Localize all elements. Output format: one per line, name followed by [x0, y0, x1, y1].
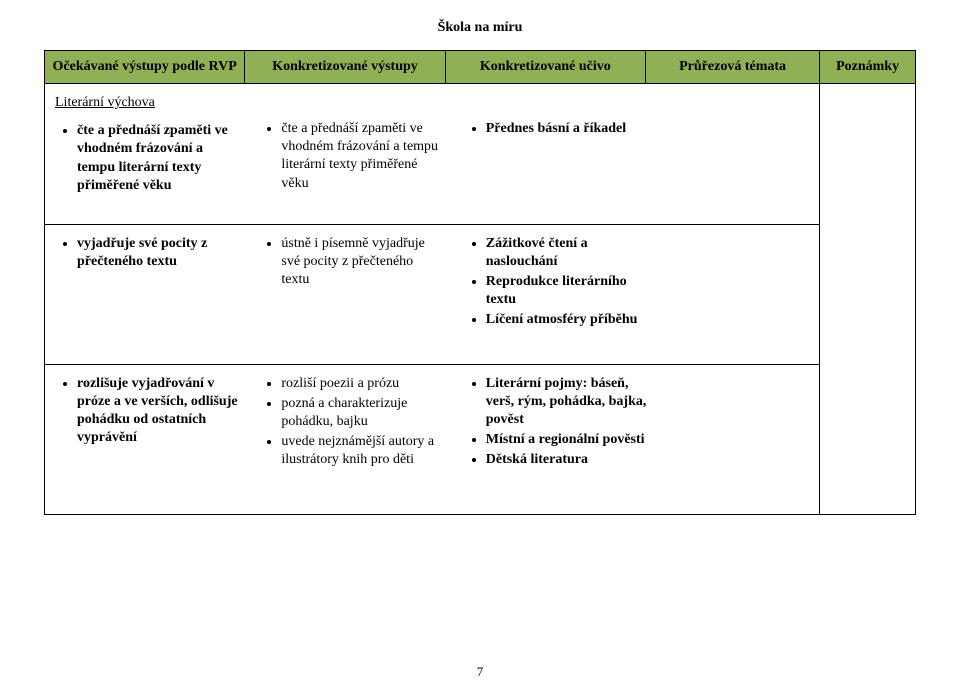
cell-content: Přednes básní a říkadel [454, 84, 658, 224]
cell-expected-output: rozlišuje vyjadřování v próze a ve verší… [45, 364, 249, 514]
content-item: Přednes básní a říkadel [486, 120, 648, 138]
table-body-merged: Literární výchova čte a přednáší zpaměti… [45, 84, 820, 515]
content-item: Dětská literatura [486, 451, 648, 469]
section-heading: Literární výchova [55, 94, 239, 112]
cell-specified-output: rozliší poezii a prózu pozná a charakter… [249, 364, 453, 514]
cell-expected-output: Literární výchova čte a přednáší zpaměti… [45, 84, 249, 224]
content-item: Reprodukce literárního textu [486, 273, 648, 309]
table-row: vyjadřuje své pocity z přečteného textu … [45, 224, 819, 364]
page-number: 7 [0, 664, 960, 680]
table-row: Literární výchova čte a přednáší zpaměti… [45, 84, 819, 224]
header-col-1: Očekávané výstupy podle RVP [45, 51, 245, 84]
cell-specified-output: čte a přednáší zpaměti ve vhodném frázov… [249, 84, 453, 224]
page: Škola na míru Očekávané výstupy podle RV… [0, 0, 960, 688]
expected-output-item: vyjadřuje své pocity z přečteného textu [77, 235, 239, 271]
notes-column-body [820, 84, 916, 515]
content-item: Literární pojmy: báseň, verš, rým, pohád… [486, 375, 648, 430]
inner-table: Literární výchova čte a přednáší zpaměti… [45, 84, 819, 514]
cell-cross-topics [658, 224, 819, 364]
header-col-4: Průřezová témata [645, 51, 819, 84]
cell-content: Zážitkové čtení a naslouchání Reprodukce… [454, 224, 658, 364]
table-header-row: Očekávané výstupy podle RVP Konkretizova… [45, 51, 916, 84]
table-row: rozlišuje vyjadřování v próze a ve verší… [45, 364, 819, 514]
content-item: Zážitkové čtení a naslouchání [486, 235, 648, 271]
cell-expected-output: vyjadřuje své pocity z přečteného textu [45, 224, 249, 364]
content-item: Místní a regionální pověsti [486, 431, 648, 449]
cell-cross-topics [658, 364, 819, 514]
specified-output-item: ústně i písemně vyjadřuje své pocity z p… [281, 235, 443, 290]
header-col-3: Konkretizované učivo [445, 51, 645, 84]
header-col-5: Poznámky [820, 51, 916, 84]
specified-output-item: uvede nejznámější autory a ilustrátory k… [281, 433, 443, 469]
cell-content: Literární pojmy: báseň, verš, rým, pohád… [454, 364, 658, 514]
expected-output-item: čte a přednáší zpaměti ve vhodném frázov… [77, 122, 239, 195]
header-col-2: Konkretizované výstupy [245, 51, 445, 84]
cell-cross-topics [658, 84, 819, 224]
specified-output-item: rozliší poezii a prózu [281, 375, 443, 393]
specified-output-item: čte a přednáší zpaměti ve vhodném frázov… [281, 120, 443, 193]
expected-output-item: rozlišuje vyjadřování v próze a ve verší… [77, 375, 239, 448]
specified-output-item: pozná a charakterizuje pohádku, bajku [281, 395, 443, 431]
cell-specified-output: ústně i písemně vyjadřuje své pocity z p… [249, 224, 453, 364]
document-title: Škola na míru [44, 20, 916, 36]
curriculum-table: Očekávané výstupy podle RVP Konkretizova… [44, 50, 916, 515]
content-item: Líčení atmosféry příběhu [486, 311, 648, 329]
